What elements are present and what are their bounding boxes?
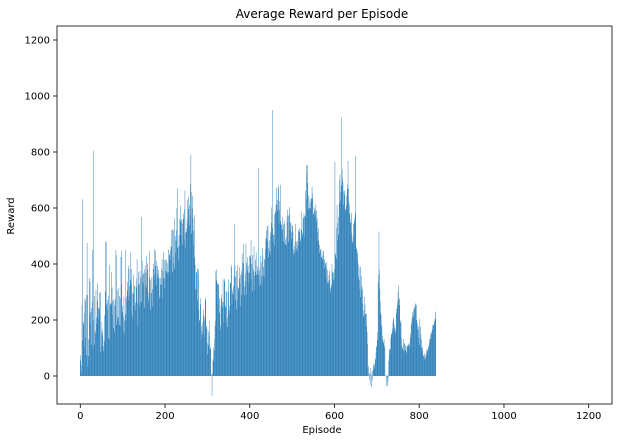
x-tick-label: 800 — [410, 411, 429, 422]
x-tick-label: 1200 — [576, 411, 601, 422]
y-tick-label: 1000 — [25, 92, 50, 103]
x-axis-label: Episode — [302, 425, 341, 436]
y-tick-label: 0 — [44, 372, 50, 383]
y-axis-label: Reward — [6, 197, 17, 234]
x-tick-label: 600 — [325, 411, 344, 422]
y-tick-label: 1200 — [25, 36, 50, 47]
x-tick-label: 400 — [240, 411, 259, 422]
x-tick-label: 0 — [77, 411, 83, 422]
y-tick-label: 600 — [31, 204, 50, 215]
x-tick-label: 1000 — [491, 411, 516, 422]
chart-title: Average Reward per Episode — [236, 7, 408, 21]
y-tick-label: 800 — [31, 148, 50, 159]
x-tick-label: 200 — [155, 411, 174, 422]
y-tick-label: 200 — [31, 316, 50, 327]
y-tick-label: 400 — [31, 260, 50, 271]
bars-group — [80, 110, 436, 396]
